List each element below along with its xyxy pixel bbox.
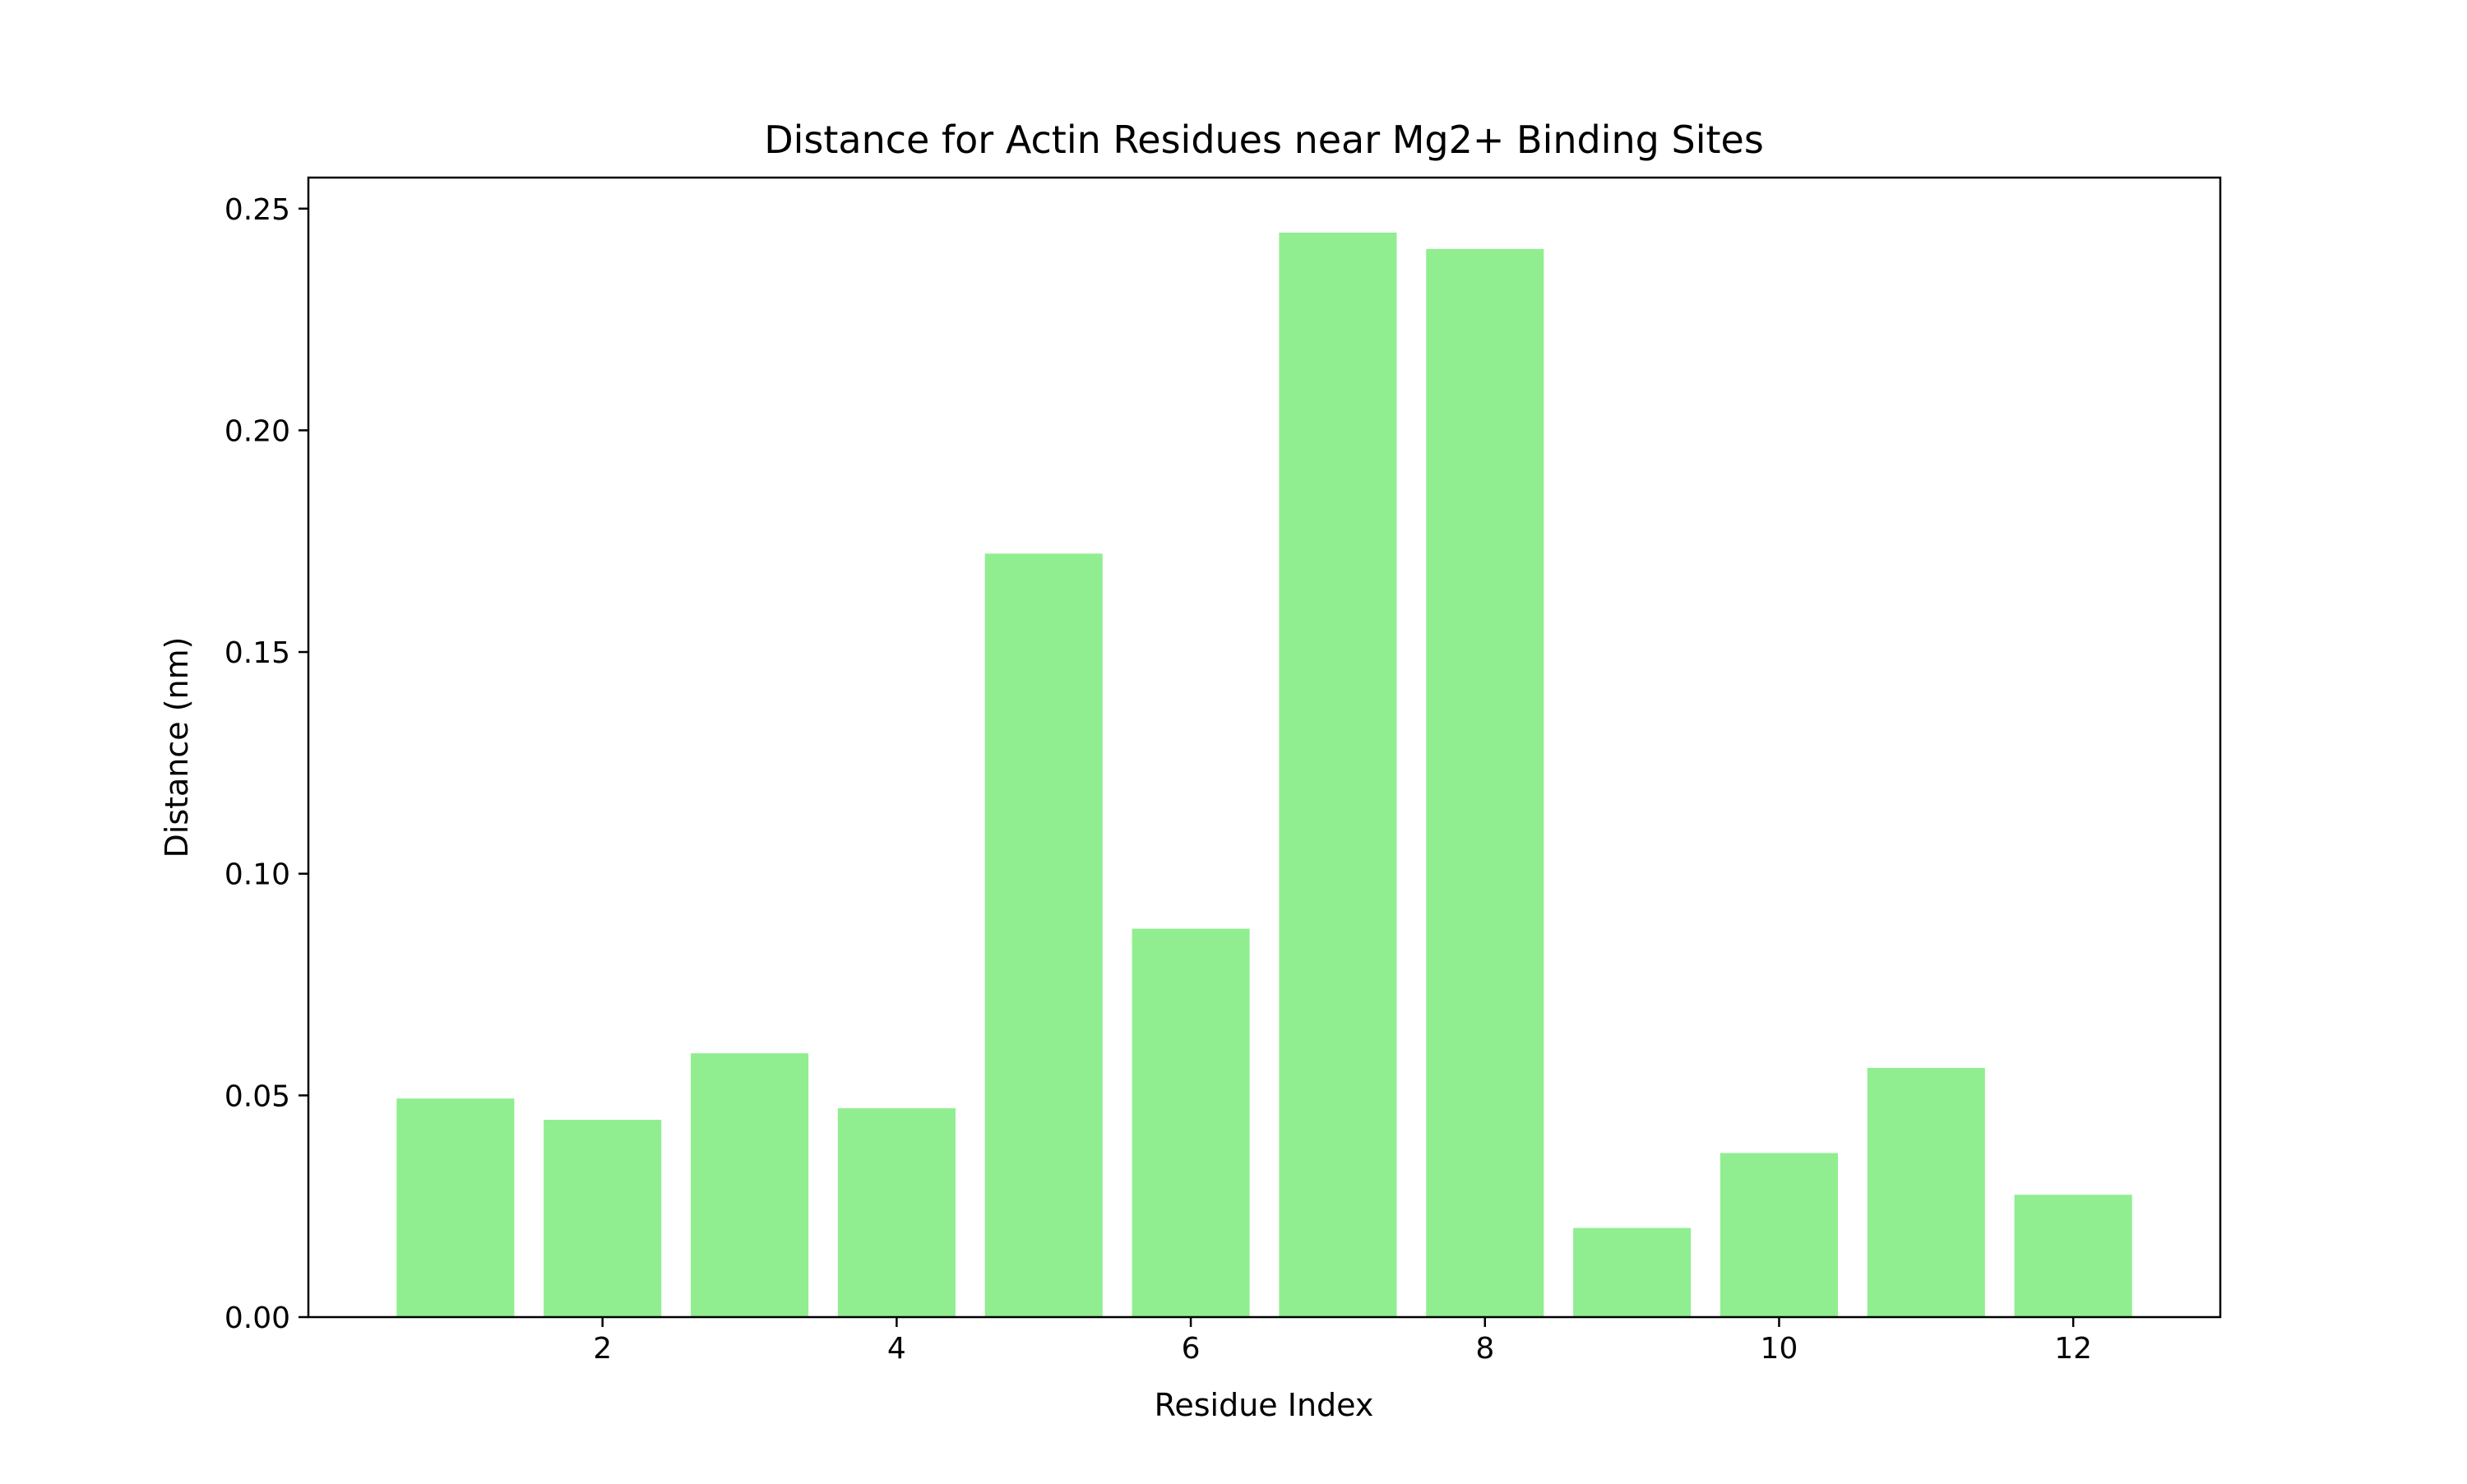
x-axis-label: Residue Index	[1155, 1387, 1374, 1423]
bar-residue-4	[837, 1107, 956, 1317]
bar-residue-7	[1279, 232, 1397, 1317]
y-axis-ticks: 0.00 0.05 0.10 0.15 0.20 0.25	[224, 193, 308, 1335]
bar-residue-6	[1132, 928, 1250, 1317]
bar-residue-2	[544, 1120, 662, 1317]
x-tick-label: 8	[1475, 1332, 1494, 1366]
y-tick-label: 0.10	[224, 858, 290, 892]
bar-residue-9	[1573, 1227, 1692, 1317]
x-tick-label: 12	[2054, 1332, 2092, 1366]
bar-residue-3	[691, 1053, 809, 1317]
y-tick-label: 0.05	[224, 1079, 290, 1113]
bar-residue-1	[396, 1098, 515, 1317]
y-tick-label: 0.25	[224, 193, 290, 227]
x-tick-label: 2	[593, 1332, 612, 1366]
bar-residue-8	[1426, 248, 1544, 1317]
x-tick-label: 10	[1761, 1332, 1798, 1366]
bar-residue-10	[1719, 1153, 1838, 1317]
y-tick-label: 0.00	[224, 1301, 290, 1335]
plot-frame	[307, 176, 2222, 1319]
x-tick-label: 4	[887, 1332, 906, 1366]
bar-residue-11	[1867, 1067, 1985, 1317]
bar-residue-12	[2014, 1195, 2132, 1317]
bars-group	[396, 232, 2132, 1317]
y-axis-label: Distance (nm)	[159, 637, 195, 858]
chart-title: Distance for Actin Residues near Mg2+ Bi…	[764, 118, 1764, 162]
x-tick-label: 6	[1182, 1332, 1201, 1366]
x-axis-ticks: 2 4 6 8 10 12	[593, 1317, 2092, 1366]
y-tick-label: 0.20	[224, 414, 290, 448]
y-tick-label: 0.15	[224, 636, 290, 670]
bar-residue-5	[984, 553, 1103, 1317]
